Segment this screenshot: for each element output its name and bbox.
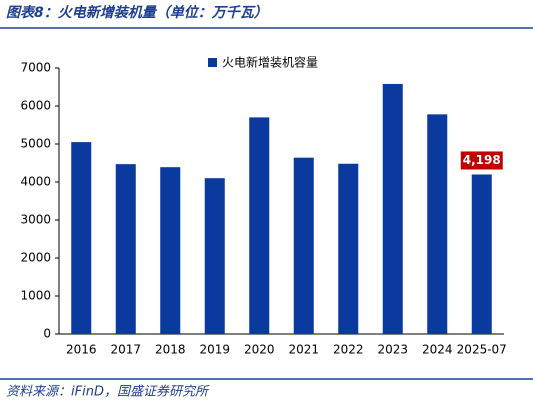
bar <box>427 114 448 334</box>
y-tick-label: 2000 <box>20 251 51 265</box>
bar <box>338 163 359 334</box>
x-tick-label: 2020 <box>244 343 275 357</box>
x-tick-label: 2024 <box>422 343 453 357</box>
y-tick-label: 1000 <box>20 289 51 303</box>
chart-title: 图表8：火电新增装机量（单位：万千瓦） <box>6 4 268 21</box>
x-tick-label: 2023 <box>377 343 408 357</box>
bar <box>249 117 270 335</box>
legend-swatch <box>208 58 217 67</box>
source-note: 资料来源：iFinD，国盛证券研究所 <box>6 384 210 400</box>
x-tick-label: 2016 <box>66 343 97 357</box>
bar <box>71 142 92 334</box>
bar <box>382 83 403 335</box>
x-tick-label: 2017 <box>110 343 141 357</box>
bar <box>115 164 136 334</box>
x-tick-label: 2019 <box>199 343 230 357</box>
x-tick-label: 2021 <box>288 343 319 357</box>
y-tick-label: 3000 <box>20 213 51 227</box>
y-tick-label: 6000 <box>20 99 51 113</box>
x-tick-label: 2018 <box>155 343 186 357</box>
value-label: 4,198 <box>463 153 501 167</box>
bar <box>293 157 314 334</box>
y-tick-label: 0 <box>43 327 51 341</box>
bar <box>204 178 225 334</box>
bar <box>471 174 492 334</box>
y-tick-label: 7000 <box>20 61 51 75</box>
x-tick-label: 2025-07 <box>457 343 507 357</box>
bar <box>160 167 181 334</box>
y-tick-label: 5000 <box>20 137 51 151</box>
value-label-box <box>460 151 503 170</box>
legend-label: 火电新增装机容量 <box>222 55 318 70</box>
y-tick-label: 4000 <box>20 175 51 189</box>
x-tick-label: 2022 <box>333 343 364 357</box>
